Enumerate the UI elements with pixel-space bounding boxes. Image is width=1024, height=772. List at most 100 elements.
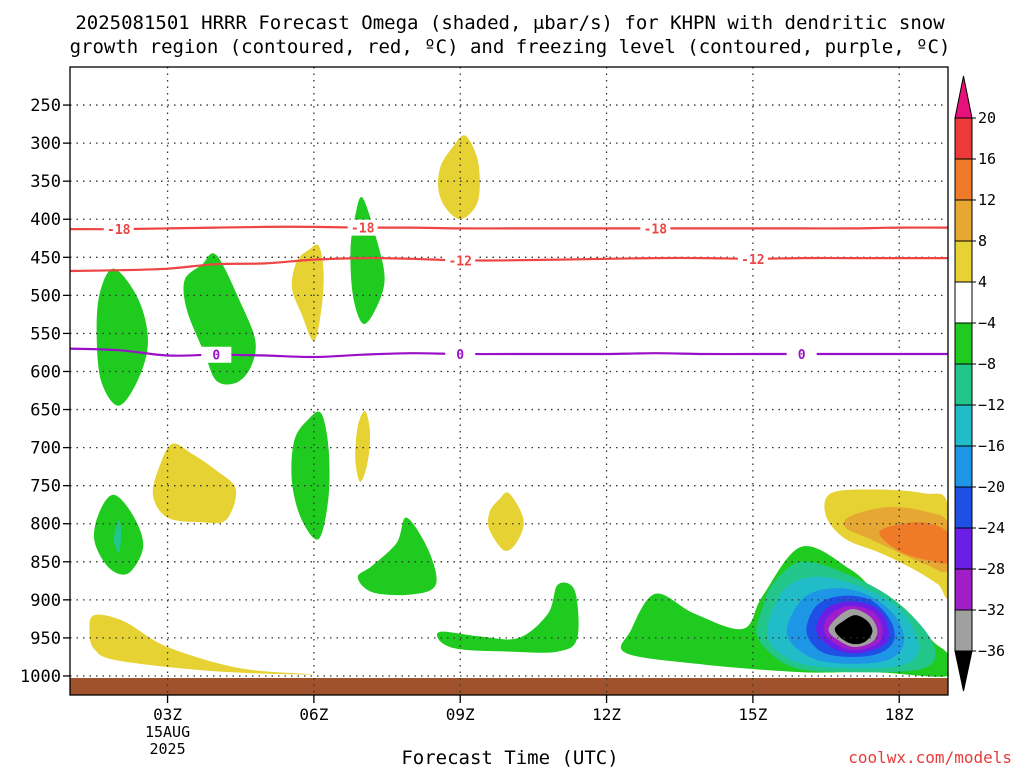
y-tick-label-950: 950 xyxy=(30,629,61,649)
chart-title-line1: 2025081501 HRRR Forecast Omega (shaded, … xyxy=(75,12,945,34)
contour-label-bg xyxy=(445,252,476,269)
colorbar-band-9 xyxy=(954,486,973,529)
colorbar-band-5 xyxy=(954,322,973,365)
colorbar-label-9: −20 xyxy=(978,478,1005,496)
y-tick-label-750: 750 xyxy=(30,477,61,497)
colorbar-band-7 xyxy=(954,404,973,447)
y-tick-label-1000: 1000 xyxy=(20,667,61,687)
contour-label-0: 0 xyxy=(798,348,806,363)
x-tick-label-15Z: 15Z xyxy=(738,705,767,724)
colorbar-label-13: −36 xyxy=(978,642,1005,660)
y-tick-label-700: 700 xyxy=(30,439,61,459)
contour-label-bg xyxy=(786,345,817,362)
colorbar-band-1 xyxy=(954,158,973,201)
colorbar-label-0: 20 xyxy=(978,109,996,127)
colorbar-label-12: −32 xyxy=(978,601,1005,619)
omega-region-4 xyxy=(487,492,524,551)
ground-surface xyxy=(70,678,948,695)
contour-line--18 xyxy=(69,225,949,231)
colorbar-label-11: −28 xyxy=(978,560,1005,578)
omega-region-1 xyxy=(291,244,324,342)
contour-label-0: 0 xyxy=(212,349,220,364)
grid-lines xyxy=(70,67,948,695)
omega-shading xyxy=(89,135,948,677)
omega-region-7 xyxy=(183,253,256,385)
temperature-contours: -18 -18 -18 -12 -12 0 0 0 xyxy=(69,219,949,364)
colorbar-band-3 xyxy=(954,240,973,283)
omega-region-22 xyxy=(834,615,873,645)
contour-label-bg xyxy=(347,219,378,236)
contour-label-bg xyxy=(737,250,768,267)
y-tick-label-350: 350 xyxy=(30,172,61,192)
omega-region-9 xyxy=(291,411,330,540)
omega-region-8 xyxy=(350,197,385,324)
contour-label--18: -18 xyxy=(351,222,375,237)
colorbar-band-11 xyxy=(954,568,973,611)
colorbar-label-2: 12 xyxy=(978,191,996,209)
y-tick-label-650: 650 xyxy=(30,401,61,421)
omega-region-3 xyxy=(355,411,371,482)
contour-label-bg xyxy=(201,346,232,363)
contour-line--12 xyxy=(69,256,948,273)
contour-label--12: -12 xyxy=(741,253,764,268)
colorbar-label-10: −24 xyxy=(978,519,1005,537)
colorbar-label-3: 8 xyxy=(978,232,987,250)
y-axis: 250 300 350 400 450 500 550 600 650 700 750 800 850 9… xyxy=(20,96,70,687)
contour-label--18: -18 xyxy=(107,223,131,238)
omega-region-6 xyxy=(96,268,148,406)
omega-region-25 xyxy=(879,522,948,564)
y-tick-label-500: 500 xyxy=(30,286,61,306)
omega-region-13 xyxy=(436,582,579,653)
contour-label-0: 0 xyxy=(456,348,464,363)
x-tick-label-12Z: 12Z xyxy=(592,705,621,724)
colorbar-band-12 xyxy=(954,609,973,652)
x-tick-label-18Z: 18Z xyxy=(885,705,914,724)
colorbar-band-8 xyxy=(954,445,973,488)
colorbar-arrow-top xyxy=(954,75,973,119)
contour-label-bg xyxy=(103,221,134,238)
colorbar-band-10 xyxy=(954,527,973,570)
colorbar-band-0 xyxy=(954,117,973,160)
colorbar-label-8: −16 xyxy=(978,437,1005,455)
y-tick-label-550: 550 xyxy=(30,324,61,344)
x-tick-label-03Z: 03Z xyxy=(153,705,182,724)
y-tick-label-300: 300 xyxy=(30,134,61,154)
colorbar-label-5: −4 xyxy=(978,314,996,332)
y-tick-label-250: 250 xyxy=(30,96,61,116)
y-tick-label-850: 850 xyxy=(30,553,61,573)
omega-region-12 xyxy=(357,517,437,596)
y-tick-label-400: 400 xyxy=(30,210,61,230)
x-year-label: 2025 xyxy=(149,740,185,758)
contour-label-bg xyxy=(640,220,671,237)
watermark: coolwx.com/models xyxy=(848,748,1012,767)
x-tick-label-06Z: 06Z xyxy=(299,705,328,724)
colorbar-label-6: −8 xyxy=(978,355,996,373)
chart-title-line2: growth region (contoured, red, ºC) and f… xyxy=(70,36,951,58)
y-tick-label-900: 900 xyxy=(30,591,61,611)
colorbar-label-1: 16 xyxy=(978,150,996,168)
colorbar: 20 16 12 8 4 −4 −8 −12 −16 −20 −24 −28 −32 −36 xyxy=(954,75,1005,692)
colorbar-band-2 xyxy=(954,199,973,242)
x-tick-label-09Z: 09Z xyxy=(446,705,475,724)
colorbar-label-7: −12 xyxy=(978,396,1005,414)
omega-region-5 xyxy=(89,614,315,675)
contour-label-bg xyxy=(445,345,476,362)
plot-frame xyxy=(69,66,949,696)
colorbar-band-4 xyxy=(954,281,973,324)
omega-region-11 xyxy=(113,519,122,553)
colorbar-arrow-bottom xyxy=(954,650,973,692)
contour-label--12: -12 xyxy=(448,254,471,269)
y-tick-label-800: 800 xyxy=(30,515,61,535)
y-tick-label-600: 600 xyxy=(30,362,61,382)
colorbar-band-6 xyxy=(954,363,973,406)
contour-label--18: -18 xyxy=(644,222,668,237)
x-date-label: 15AUG xyxy=(145,723,190,741)
y-tick-label-450: 450 xyxy=(30,248,61,268)
colorbar-label-4: 4 xyxy=(978,273,987,291)
omega-region-0 xyxy=(438,135,480,220)
omega-region-2 xyxy=(152,443,237,524)
x-axis-label: Forecast Time (UTC) xyxy=(401,747,618,768)
